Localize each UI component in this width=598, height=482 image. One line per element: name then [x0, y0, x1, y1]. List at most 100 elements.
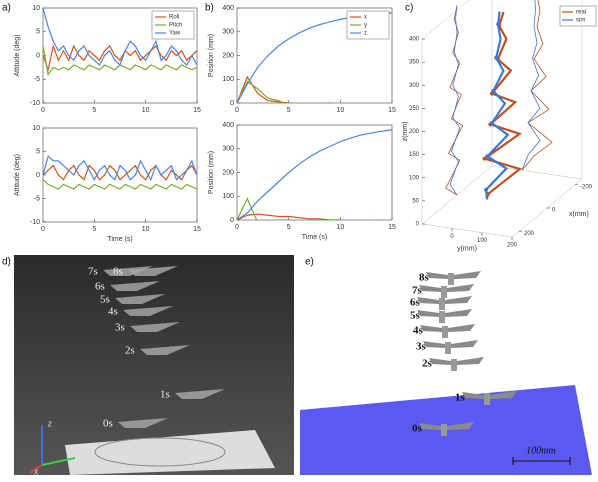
x-tick-label: 10: [336, 224, 344, 231]
axis-label: z: [47, 418, 52, 429]
trajectory-marker: [482, 156, 487, 161]
time-label: 7s: [88, 266, 98, 278]
panel-label: c): [405, 3, 413, 14]
box-edge: [421, 0, 470, 40]
legend-label: Roll: [169, 15, 179, 21]
drone-wing: [447, 284, 474, 292]
trajectory: [482, 11, 523, 200]
shadow-line: [521, 0, 553, 171]
legend-label: Yaw: [169, 31, 181, 37]
y-tick-label: 0: [230, 100, 234, 107]
legend-label: real: [576, 10, 586, 16]
series-line: [237, 129, 392, 220]
y-tick-label: 200: [222, 52, 234, 59]
time-label: 5s: [410, 310, 421, 322]
drone: [128, 266, 178, 276]
series-line: [43, 43, 197, 72]
plot-area: [236, 124, 393, 221]
trajectory-marker: [494, 55, 499, 60]
x-axis-label: Time (s): [107, 236, 132, 243]
z-tick-label: 400: [409, 37, 420, 43]
drone-wing: [429, 358, 451, 365]
y-axis-label: Position (mm): [208, 151, 215, 194]
shadow-line: [521, 0, 541, 171]
y-tick-label: 100: [222, 76, 234, 83]
drone: [115, 294, 165, 304]
series-line: [43, 8, 197, 67]
panel-label: e): [305, 257, 314, 268]
y-tick-label: -5: [34, 195, 40, 202]
legend-label: z: [364, 31, 367, 37]
time-label: 7s: [412, 285, 423, 297]
drone-body: [441, 424, 447, 436]
x-tick-label: 15: [388, 107, 396, 114]
time-label: 1s: [455, 392, 466, 404]
drone-body: [442, 326, 448, 338]
x-tick-label: 15: [193, 226, 201, 233]
x-tick-label: 10: [336, 107, 344, 114]
base-circle: [94, 437, 226, 467]
drone-body: [445, 342, 451, 354]
axis-arrow: [41, 457, 76, 466]
axis-label: x: [33, 466, 39, 477]
trajectory-marker: [484, 187, 488, 192]
time-label: 2s: [422, 358, 433, 370]
y-axis-label: Attitude (deg): [14, 154, 21, 196]
y-tick-label: 10: [32, 125, 40, 132]
time-label: 4s: [108, 306, 118, 318]
drone-wing: [447, 422, 474, 430]
y-tick-label: 400: [222, 5, 234, 12]
legend-label: sim: [576, 18, 585, 24]
x-axis-label: Time (s): [302, 234, 327, 241]
box-edge: [421, 223, 513, 238]
time-label: 3s: [416, 341, 427, 353]
drone-wing: [417, 310, 439, 317]
scale-label: 100mm: [526, 445, 555, 456]
legend-label: x: [364, 15, 367, 21]
time-label: 0s: [412, 423, 423, 435]
y-tick-label: 5: [36, 29, 40, 36]
drone-wing: [445, 309, 472, 317]
trajectory-marker: [485, 154, 490, 159]
x-tick-label: 5: [287, 224, 291, 231]
x-tick-label: 0: [41, 107, 45, 114]
drone-wing: [419, 423, 441, 430]
drone-body: [439, 298, 445, 310]
legend-label: Pitch: [169, 23, 182, 29]
drone-body: [441, 286, 447, 298]
drone: [110, 281, 160, 291]
y-tick-label: 300: [222, 29, 234, 36]
drone-wing: [490, 391, 517, 399]
trajectory-marker: [489, 121, 494, 126]
y-tick-label: -10: [30, 100, 40, 107]
z-tick-label: 300: [409, 83, 420, 89]
time-label: 4s: [413, 325, 424, 337]
z-tick-label: 350: [409, 60, 420, 66]
drone: [130, 322, 180, 332]
time-label: 8s: [419, 272, 430, 284]
time-label: 8s: [113, 266, 123, 278]
time-label: 1s: [160, 389, 170, 401]
drone: [175, 389, 225, 399]
y-axis-label: y(mm): [457, 245, 477, 252]
drone-wing: [420, 325, 442, 332]
series-line: [237, 75, 336, 103]
y-tick-label: 200: [222, 169, 234, 176]
y-tick-label: 0: [450, 234, 454, 240]
x-tick-label: 0: [235, 224, 239, 231]
x-tick-label: 5: [92, 107, 96, 114]
series-line: [237, 80, 285, 103]
z-tick-label: 250: [409, 106, 420, 112]
plot-area: [42, 127, 198, 223]
legend-label: y: [364, 23, 367, 29]
legend-box: [559, 5, 597, 27]
trajectory-marker: [491, 89, 496, 94]
z-tick-label: 200: [409, 129, 420, 135]
time-label: 2s: [125, 345, 135, 357]
drone: [140, 345, 190, 355]
drone-wing: [419, 285, 441, 292]
x-tick-label: 200: [524, 231, 535, 237]
y-tick-label: -5: [34, 76, 40, 83]
drone-body: [451, 359, 457, 371]
x-tick-label: 10: [142, 226, 150, 233]
